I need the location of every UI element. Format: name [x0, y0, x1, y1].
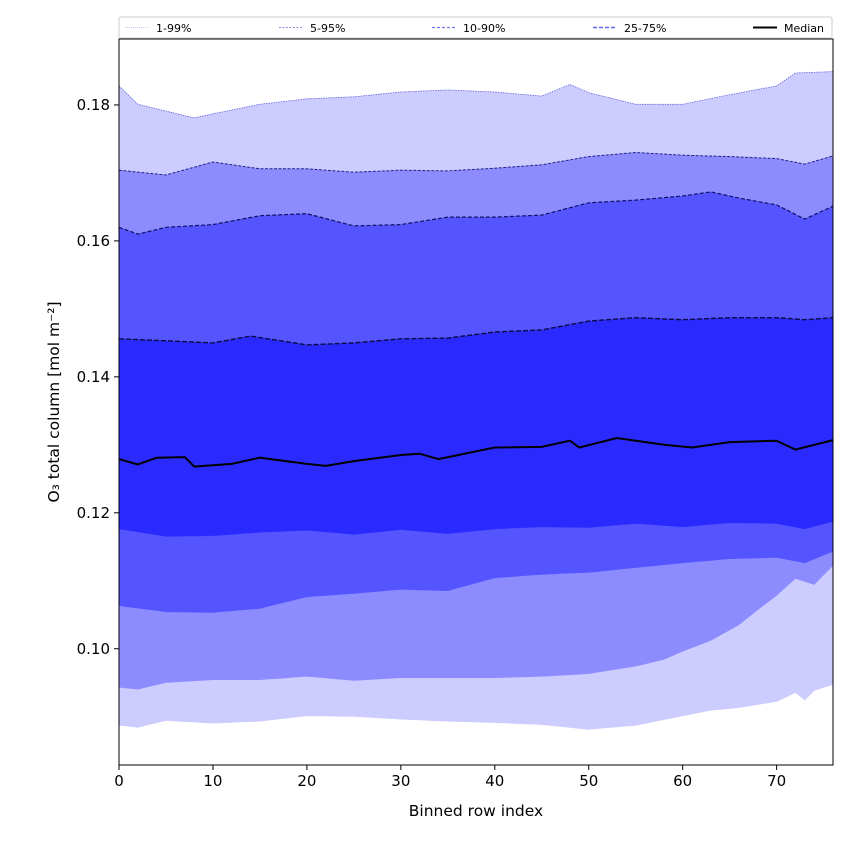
x-tick-label: 0 [114, 772, 124, 790]
y-tick-label: 0.14 [77, 368, 110, 386]
legend-box [118, 16, 833, 39]
y-tick-label: 0.18 [77, 96, 110, 114]
legend: 1-99% 5-95% 10-90% 25-75% Median [118, 16, 833, 39]
x-tick-label: 60 [673, 772, 692, 790]
line-p75 [118, 316, 834, 346]
x-tick-label: 30 [391, 772, 410, 790]
y-axis-label: O₃ total column [mol m⁻²] [45, 301, 63, 502]
band-25-75 [119, 317, 833, 537]
plot-frame [118, 38, 834, 766]
y-tick-label: 0.12 [77, 504, 110, 522]
x-axis-label: Binned row index [409, 802, 543, 820]
x-axis: 0 10 20 30 40 50 60 70 [114, 765, 786, 790]
x-tick-label: 50 [579, 772, 598, 790]
legend-label: 10-90% [463, 22, 505, 35]
line-median [118, 436, 834, 468]
y-tick-label: 0.10 [77, 640, 110, 658]
percentile-lines [118, 71, 834, 468]
y-tick-label: 0.16 [77, 232, 110, 250]
line-p90 [118, 191, 834, 235]
x-tick-label: 10 [203, 772, 222, 790]
line-p99 [118, 71, 834, 119]
legend-label: 25-75% [624, 22, 666, 35]
legend-label: Median [784, 22, 824, 35]
x-tick-label: 20 [297, 772, 316, 790]
percentile-bands [119, 71, 833, 730]
line-p95 [118, 151, 834, 176]
x-tick-label: 40 [485, 772, 504, 790]
legend-label: 5-95% [310, 22, 345, 35]
x-tick-label: 70 [767, 772, 786, 790]
y-axis: 0.10 0.12 0.14 0.16 0.18 [77, 96, 119, 658]
legend-label: 1-99% [156, 22, 191, 35]
